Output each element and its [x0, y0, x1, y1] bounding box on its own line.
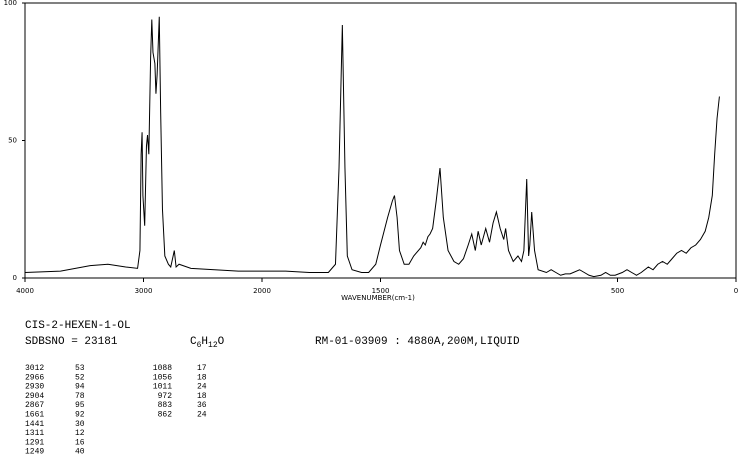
x-tick-label: 1500 — [372, 287, 390, 295]
sdbs-number: SDBSNO = 23181 — [25, 336, 118, 348]
peak-wavenumber: 1311 — [25, 429, 44, 438]
peak-wavenumber: 883 — [158, 401, 173, 410]
formula-element: O — [218, 336, 225, 348]
peak-wavenumber: 1291 — [25, 438, 44, 447]
peak-intensity: 17 — [197, 364, 207, 373]
peak-intensity: 18 — [197, 392, 207, 401]
peak-intensity: 24 — [197, 411, 207, 420]
x-axis-label: WAVENUMBER(cm-1) — [341, 294, 415, 302]
peak-wavenumber: 1441 — [25, 420, 44, 429]
spectrum-line — [24, 16, 720, 278]
formula-element: H — [201, 336, 208, 348]
peak-wavenumber: 972 — [158, 392, 173, 401]
y-tick-label: 50 — [8, 137, 17, 145]
plot-frame — [24, 2, 737, 279]
peak-wavenumber: 1056 — [153, 373, 172, 382]
peak-wavenumber: 1661 — [25, 411, 44, 420]
conditions: RM-01-03909 : 4880A,200M,LIQUID — [315, 336, 520, 348]
x-tick-label: 3000 — [135, 287, 153, 295]
peak-intensity: 16 — [75, 438, 85, 447]
peak-wavenumber: 3012 — [25, 364, 44, 373]
peak-wavenumber: 2867 — [25, 401, 44, 410]
peak-intensity: 36 — [197, 401, 207, 410]
x-tick-label: 4000 — [16, 287, 34, 295]
x-tick-label: 0 — [734, 287, 738, 295]
formula-subscript: 6 — [197, 341, 202, 350]
peak-intensity: 18 — [197, 373, 207, 382]
peak-intensity: 53 — [75, 364, 85, 373]
peak-intensity: 30 — [75, 420, 85, 429]
y-tick-label: 100 — [4, 0, 17, 7]
peak-intensity: 78 — [75, 392, 85, 401]
peak-wavenumber: 1011 — [153, 383, 172, 392]
peak-intensity: 92 — [75, 411, 85, 420]
peak-intensity: 94 — [75, 383, 85, 392]
peak-wavenumber: 2966 — [25, 373, 44, 382]
peak-intensity: 12 — [75, 429, 85, 438]
peak-intensity: 95 — [75, 401, 85, 410]
peak-intensity: 40 — [75, 448, 85, 457]
peak-intensity: 52 — [75, 373, 85, 382]
x-tick-label: 500 — [611, 287, 624, 295]
peak-wavenumber: 1088 — [153, 364, 172, 373]
formula-element: C — [190, 336, 197, 348]
x-tick-label: 2000 — [253, 287, 271, 295]
peak-wavenumber: 2930 — [25, 383, 44, 392]
peak-wavenumber: 1249 — [25, 448, 44, 457]
peak-wavenumber: 2904 — [25, 392, 44, 401]
formula: C6H12O — [190, 336, 225, 350]
compound-name: CIS-2-HEXEN-1-OL — [25, 320, 131, 332]
y-tick-label: 0 — [13, 274, 17, 282]
peak-intensity: 24 — [197, 383, 207, 392]
peak-wavenumber: 862 — [158, 411, 173, 420]
formula-subscript: 12 — [208, 341, 218, 350]
